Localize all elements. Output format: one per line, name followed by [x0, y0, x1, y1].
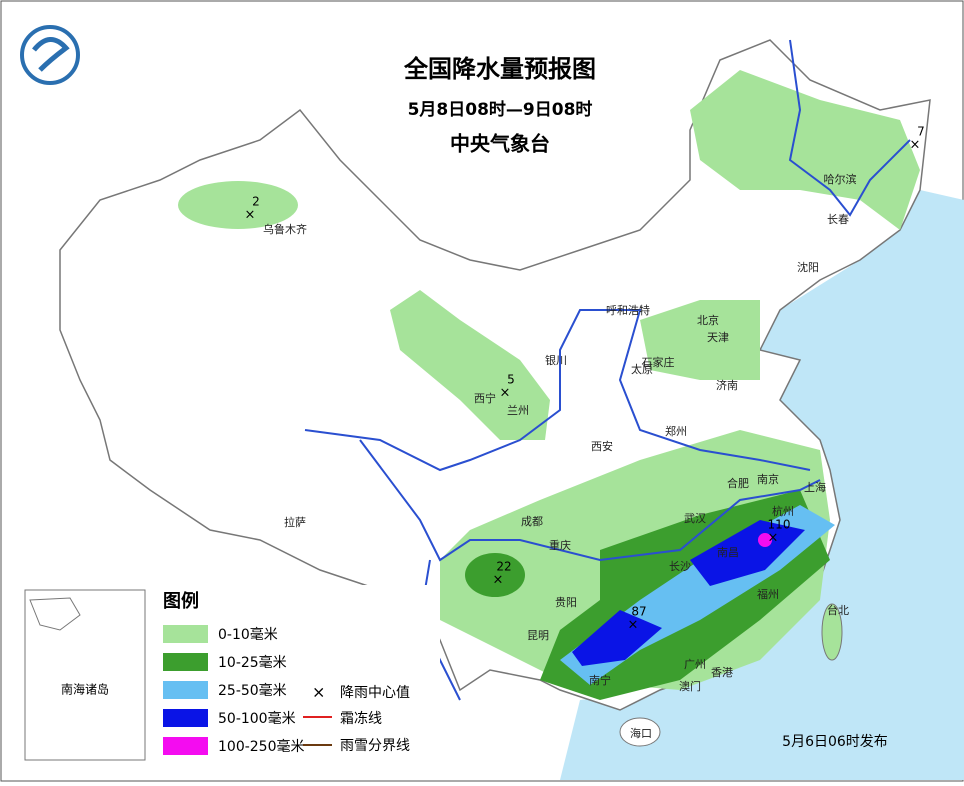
center-mark: ×: [245, 208, 256, 223]
rain-centers: ×2×7×5×22×87×110: [245, 125, 925, 633]
logo-ring: [20, 25, 80, 85]
rivers: [304, 39, 911, 701]
legend-label: 10-25毫米: [218, 654, 287, 671]
legend: 0-10毫米 10-25毫米 25-50毫米 50-100毫米 100-250毫米: [163, 625, 305, 755]
city-label: 银川: [545, 353, 567, 367]
legend-label: 100-250毫米: [218, 738, 305, 755]
legend-swatch: [163, 625, 208, 643]
rain-area: [390, 290, 550, 440]
rain-area: [690, 520, 805, 586]
city-label: 太原: [631, 363, 653, 376]
city-label: 哈尔滨: [824, 172, 857, 186]
legend-label: 50-100毫米: [218, 710, 296, 727]
city-label: 天津: [707, 331, 729, 344]
city-label: 香港: [711, 666, 733, 679]
rain-area: [640, 300, 760, 380]
inset-label: 南海诸岛: [61, 682, 109, 697]
rain-area: [572, 610, 662, 666]
center-value: 22: [496, 560, 511, 574]
center-value: 110: [768, 518, 791, 532]
city-label: 兰州: [507, 404, 529, 417]
legend-symbol: 霜冻线: [340, 710, 382, 727]
city-label: 长春: [827, 213, 849, 226]
footer: 5月6日06时发布: [782, 734, 888, 750]
city-label: 贵阳: [555, 596, 577, 609]
city-label: 昆明: [527, 629, 549, 642]
legend-swatch: [163, 653, 208, 671]
center-mark: ×: [910, 138, 921, 153]
legend-swatch: [163, 681, 208, 699]
period: 5月8日08时—9日08时: [408, 100, 593, 120]
city-label: 杭州: [772, 504, 794, 518]
legend-symbol: 雨雪分界线: [340, 738, 410, 754]
city-label: 济南: [716, 378, 738, 392]
city-label: 拉萨: [284, 515, 306, 529]
city-label: 北京: [697, 313, 719, 327]
center-mark: ×: [500, 386, 511, 401]
city-label: 西宁: [474, 391, 496, 405]
title: 全国降水量预报图: [403, 55, 596, 83]
rain-area: [465, 553, 525, 597]
center-mark: ×: [768, 531, 779, 546]
center-mark: ×: [628, 618, 639, 633]
city-label: 澳门: [679, 679, 701, 693]
legend-box: [155, 585, 440, 760]
logo-mark: [32, 37, 70, 72]
city-label: 武汉: [684, 512, 706, 525]
sea: [560, 190, 964, 780]
inset-land: [29, 597, 81, 631]
legend-swatch: [163, 709, 208, 727]
city-label: 广州: [684, 658, 706, 671]
center-mark: ×: [493, 573, 504, 588]
city-label: 石家庄: [642, 355, 675, 369]
legend-swatch: [163, 737, 208, 755]
city-label: 南京: [757, 472, 779, 486]
hainan: [619, 717, 661, 747]
rain-area: [178, 181, 298, 229]
city-label: 海口: [630, 726, 652, 740]
issuer: 中央气象台: [450, 132, 550, 156]
legend-title: 图例: [163, 590, 199, 612]
legend-label: 0-10毫米: [218, 626, 278, 643]
rain-areas: [178, 70, 920, 700]
center-value: 5: [507, 373, 515, 387]
city-label: 西安: [591, 439, 613, 453]
river: [788, 39, 911, 217]
city-label: 南昌: [717, 546, 739, 559]
city-label: 呼和浩特: [606, 303, 650, 317]
center-value: 2: [252, 195, 260, 209]
city-label: 郑州: [665, 424, 687, 438]
city-label: 上海: [804, 480, 826, 494]
city-label: 重庆: [549, 538, 571, 552]
river: [304, 309, 811, 472]
city-label: 台北: [827, 603, 849, 617]
city-label: 成都: [521, 515, 543, 528]
city-label: 福州: [757, 587, 779, 601]
taiwan: [821, 603, 843, 661]
logo: [20, 25, 80, 85]
city-label: 南宁: [589, 673, 611, 687]
center-value: 7: [917, 125, 925, 139]
city-label: 沈阳: [797, 260, 819, 274]
city-label: 乌鲁木齐: [263, 222, 307, 236]
center-value: 87: [631, 605, 646, 619]
rain-area: [690, 70, 920, 230]
rain-area: [758, 533, 772, 547]
center-symbol: ×: [312, 683, 325, 702]
city-label: 合肥: [727, 476, 749, 490]
legend-label: 25-50毫米: [218, 682, 287, 699]
river: [359, 439, 821, 562]
city-label: 长沙: [669, 560, 691, 573]
legend-symbol: 降雨中心值: [340, 685, 410, 701]
